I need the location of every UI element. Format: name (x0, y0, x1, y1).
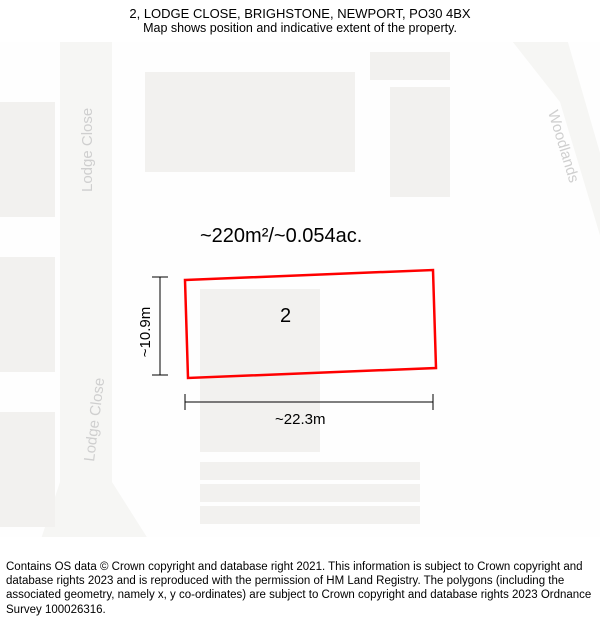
page-title: 2, LODGE CLOSE, BRIGHSTONE, NEWPORT, PO3… (10, 6, 590, 21)
dim-width-label: ~22.3m (275, 411, 325, 428)
area-label: ~220m²/~0.054ac. (200, 225, 362, 247)
road-junction (40, 482, 150, 537)
building (200, 506, 420, 524)
building (0, 102, 55, 217)
road-woodlands (505, 42, 600, 302)
property-building (200, 289, 320, 394)
dim-height-label: ~10.9m (137, 307, 154, 357)
building (145, 72, 355, 172)
building (370, 52, 450, 80)
map-svg: Lodge Close Lodge Close Woodlands ~220m²… (0, 42, 600, 537)
footer-text: Contains OS data © Crown copyright and d… (6, 561, 591, 616)
footer: Contains OS data © Crown copyright and d… (0, 556, 600, 625)
header: 2, LODGE CLOSE, BRIGHSTONE, NEWPORT, PO3… (0, 0, 600, 37)
building (200, 484, 420, 502)
building (0, 412, 55, 527)
property-number: 2 (280, 305, 291, 327)
building (200, 462, 420, 480)
building (0, 257, 55, 372)
road-label-lodge-1: Lodge Close (79, 108, 96, 192)
map-area: Lodge Close Lodge Close Woodlands ~220m²… (0, 42, 600, 537)
page-subtitle: Map shows position and indicative extent… (10, 21, 590, 35)
building (390, 87, 450, 197)
